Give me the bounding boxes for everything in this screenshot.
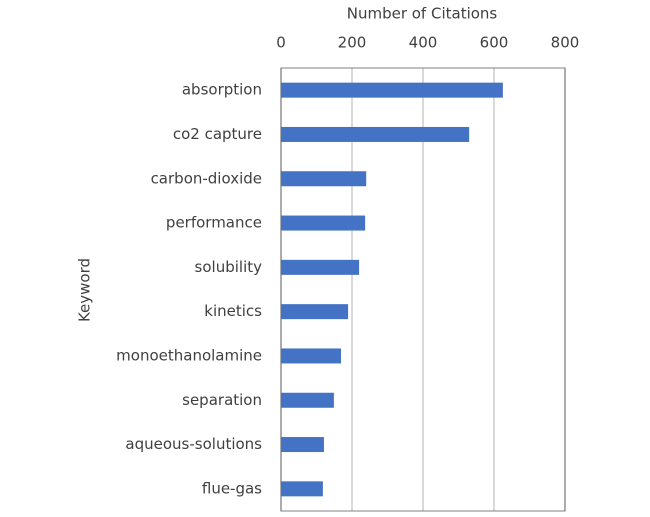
x-tick-label: 400 (409, 34, 438, 52)
bar (281, 126, 470, 142)
y-tick-label: kinetics (204, 302, 262, 320)
y-tick-label: absorption (182, 81, 262, 99)
y-tick-label: flue-gas (202, 479, 262, 497)
bar (281, 481, 323, 497)
x-axis-title: Number of Citations (347, 5, 498, 23)
bar (281, 259, 360, 275)
plot-frame (280, 67, 566, 512)
y-tick-label: solubility (195, 258, 263, 276)
bar (281, 171, 367, 187)
bar (281, 215, 366, 231)
y-tick-label: performance (166, 214, 262, 232)
y-tick-label: aqueous-solutions (125, 435, 262, 453)
bar (281, 437, 324, 453)
x-tick-label: 0 (276, 34, 286, 52)
x-tick-label: 800 (551, 34, 580, 52)
y-tick-label: carbon-dioxide (151, 169, 262, 187)
y-axis-title: Keyword (76, 258, 94, 322)
y-tick-label: separation (182, 391, 262, 409)
bar (281, 348, 341, 364)
x-tick-label: 200 (338, 34, 367, 52)
bar (281, 304, 349, 320)
bar (281, 82, 503, 98)
bar (281, 392, 334, 408)
y-tick-label: monoethanolamine (116, 346, 262, 364)
x-tick-label: 600 (480, 34, 509, 52)
y-tick-label: co2 capture (173, 125, 262, 143)
